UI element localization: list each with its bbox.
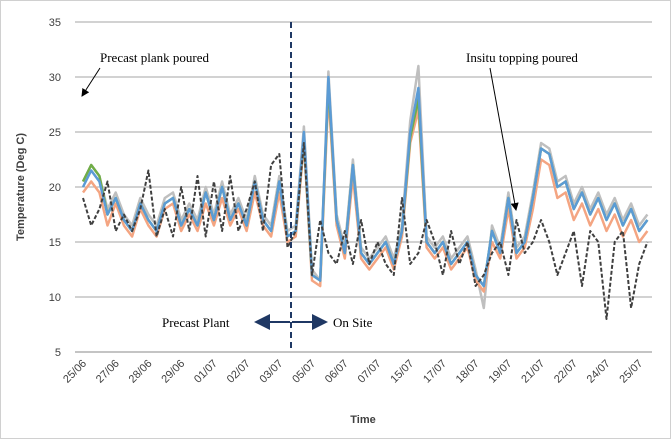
y-tick-label: 20 <box>49 182 61 194</box>
y-tick-label: 5 <box>55 347 61 359</box>
y-axis-title: Temperature (Deg C) <box>15 133 27 241</box>
x-axis-title: Time <box>350 414 375 426</box>
annotation: On Site <box>333 315 373 330</box>
y-tick-label: 30 <box>49 72 61 84</box>
annotation: Insitu topping poured <box>466 50 578 65</box>
series-line <box>82 142 649 320</box>
annotation: Precast plank poured <box>100 50 210 65</box>
annotation-arrow <box>489 67 519 211</box>
y-tick-label: 10 <box>49 292 61 304</box>
annotation-arrow <box>81 67 101 97</box>
y-tick-label: 15 <box>49 237 61 249</box>
y-tick-label: 25 <box>49 127 61 139</box>
y-tick-label: 35 <box>49 17 61 29</box>
annotation: Precast Plant <box>162 315 230 330</box>
